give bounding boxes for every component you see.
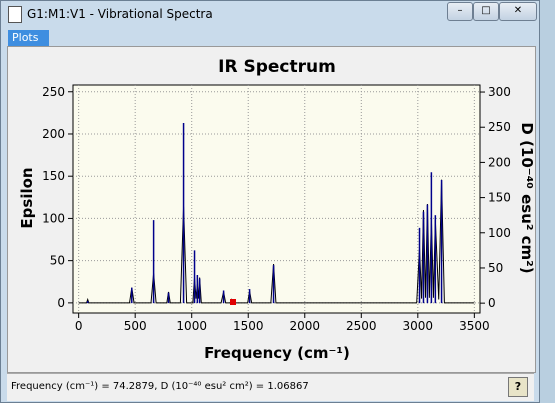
chart: IR Spectrum Frequency (cm⁻¹) Epsilon D (… <box>18 57 536 362</box>
title-bar: G1:M1:V1 - Vibrational Spectra – □ ✕ <box>1 1 539 27</box>
y2-tick-label: 100 <box>488 226 511 240</box>
y2-tick-label: 250 <box>488 120 511 134</box>
x-tick-label: 3000 <box>403 319 434 333</box>
x-tick-label: 1500 <box>233 319 264 333</box>
maximize-button[interactable]: □ <box>473 2 499 21</box>
y-tick-label: 250 <box>42 85 65 99</box>
chart-title: IR Spectrum <box>218 57 336 77</box>
window-title: G1:M1:V1 - Vibrational Spectra <box>27 7 213 21</box>
plot-area <box>72 84 481 314</box>
x-tick-label: 2500 <box>346 319 377 333</box>
y2-tick-label: 300 <box>488 85 511 99</box>
plots-tab[interactable]: Plots <box>8 30 49 46</box>
x-tick-label: 500 <box>124 319 147 333</box>
y-tick-label: 150 <box>42 169 65 183</box>
x-axis-label: Frequency (cm⁻¹) <box>204 344 350 362</box>
x-tick-label: 1000 <box>176 319 207 333</box>
y-tick-label: 200 <box>42 127 65 141</box>
y2-tick-label: 50 <box>488 261 503 275</box>
status-bar: Frequency (cm⁻¹) = 74.2879, D (10⁻⁴⁰ esu… <box>7 373 534 401</box>
y2-axis-label: D (10⁻⁴⁰ esu² cm²) <box>518 122 536 273</box>
x-tick-label: 2000 <box>289 319 320 333</box>
status-text: Frequency (cm⁻¹) = 74.2879, D (10⁻⁴⁰ esu… <box>11 381 309 392</box>
app-icon <box>8 6 22 23</box>
y2-tick-label: 0 <box>488 296 496 310</box>
y-tick-label: 0 <box>57 296 65 310</box>
y-tick-label: 100 <box>42 211 65 225</box>
y2-tick-label: 150 <box>488 191 511 205</box>
y-tick-label: 50 <box>50 254 65 268</box>
y-axis-label: Epsilon <box>18 167 36 228</box>
y2-tick-label: 200 <box>488 155 511 169</box>
x-tick-label: 3500 <box>459 319 490 333</box>
close-button[interactable]: ✕ <box>499 2 537 21</box>
x-tick-label: 0 <box>75 319 83 333</box>
cursor-marker <box>230 299 236 305</box>
help-button[interactable]: ? <box>508 377 528 397</box>
minimize-button[interactable]: – <box>447 2 473 21</box>
